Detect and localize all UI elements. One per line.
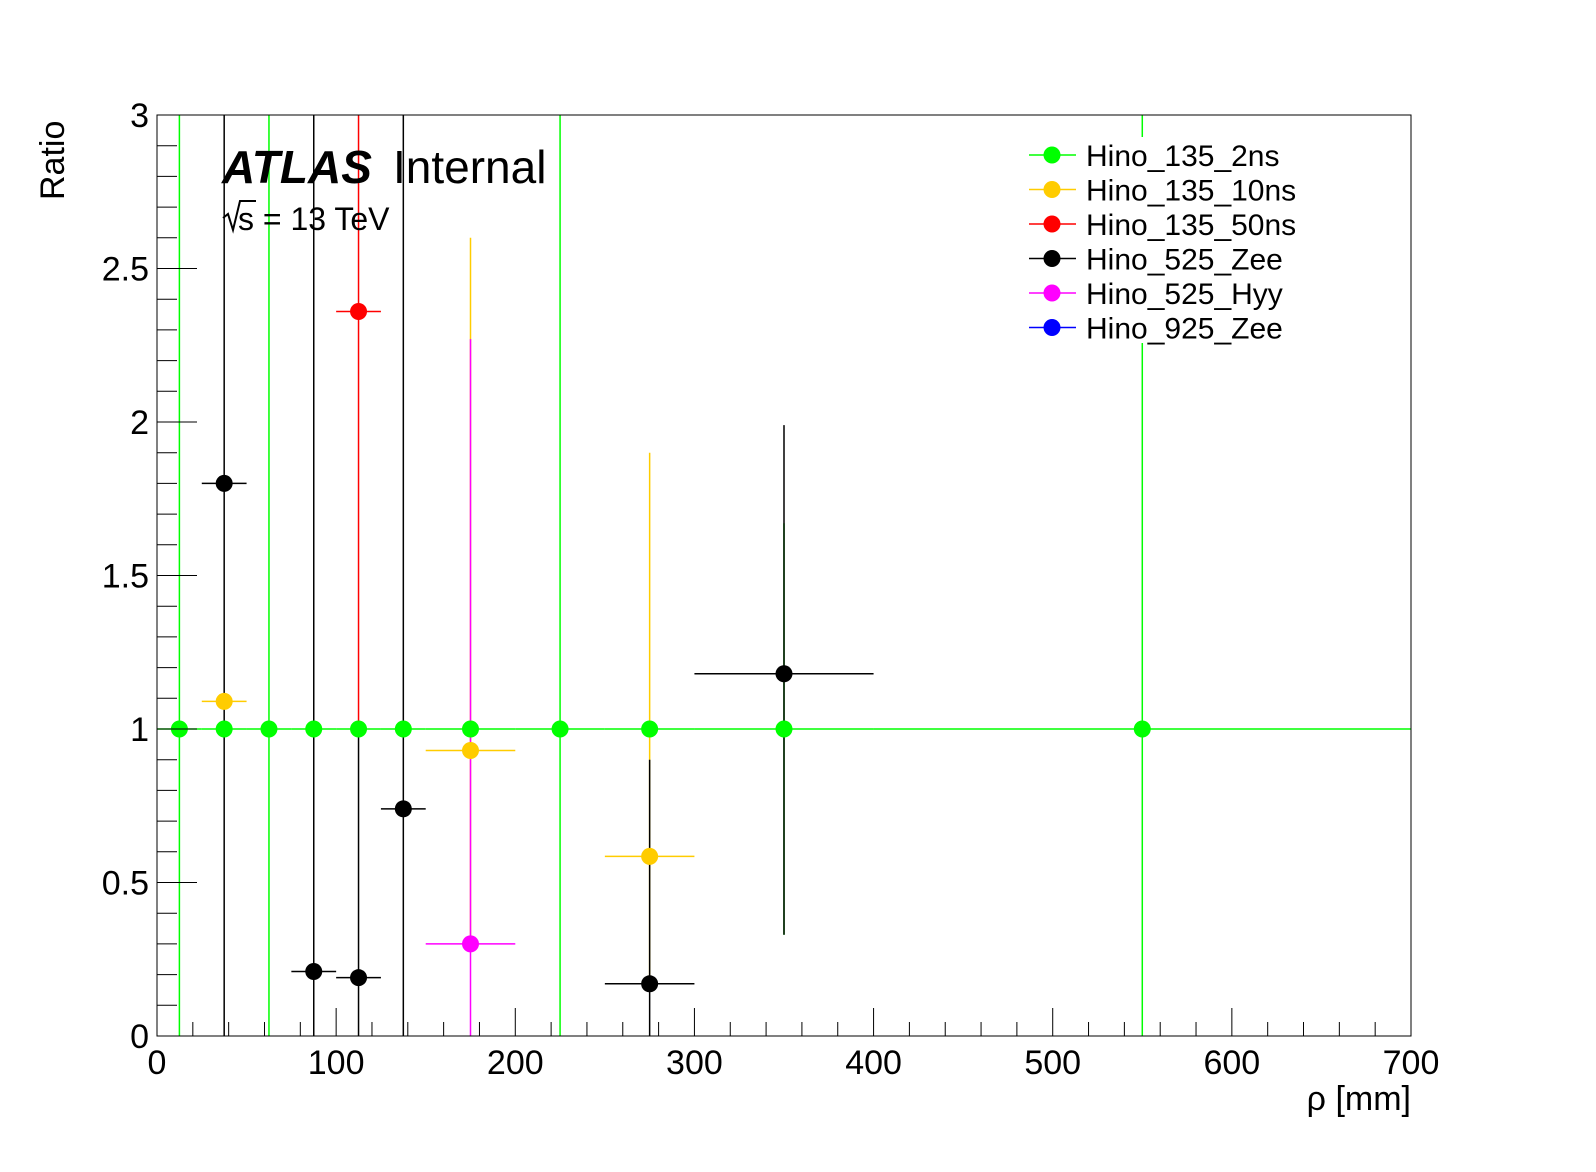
x-tick-label: 500 xyxy=(1024,1044,1081,1082)
legend-marker xyxy=(1043,284,1061,302)
data-point xyxy=(215,474,233,492)
data-point xyxy=(350,720,368,738)
y-tick-label: 1.5 xyxy=(102,558,149,596)
data-point xyxy=(775,720,793,738)
y-tick-label: 2 xyxy=(130,404,149,442)
legend-marker xyxy=(1043,215,1061,233)
legend-entry: Hino_525_Hyy xyxy=(1086,278,1283,311)
data-point xyxy=(215,692,233,710)
data-point xyxy=(350,302,368,320)
axes: 0 100 200 300 400 500 600 700 0 0.5 1 1.5 2 2.5 3 xyxy=(102,97,1440,1082)
data-point xyxy=(350,969,368,987)
internal-label: Internal xyxy=(393,141,546,193)
data-point xyxy=(394,720,412,738)
y-tick-label: 2.5 xyxy=(102,251,149,289)
data-point xyxy=(462,741,479,759)
series-Hino_525_Hyy xyxy=(425,339,516,1036)
atlas-label: ATLAS xyxy=(221,141,372,193)
legend-marker xyxy=(1043,146,1061,164)
data-point xyxy=(1133,720,1151,738)
legend-entry: Hino_135_50ns xyxy=(1086,209,1296,242)
x-tick-label: 600 xyxy=(1203,1044,1260,1082)
y-tick-label: 0.5 xyxy=(102,865,149,903)
x-tick-label: 300 xyxy=(666,1044,723,1082)
series-Hino_135_10ns xyxy=(201,237,695,984)
data-point xyxy=(260,720,278,738)
legend-entry: Hino_135_2ns xyxy=(1086,140,1280,173)
legend: Hino_135_2nsHino_135_10nsHino_135_50nsHi… xyxy=(1029,140,1296,346)
plot-marks xyxy=(157,115,1411,1036)
legend-entry: Hino_525_Zee xyxy=(1086,244,1283,277)
x-tick-label: 700 xyxy=(1383,1044,1440,1082)
data-point xyxy=(305,720,323,738)
legend-entry: Hino_925_Zee xyxy=(1086,313,1283,346)
energy-label: s = 13 TeV xyxy=(238,201,390,237)
y-tick-label: 0 xyxy=(130,1018,149,1056)
legend-entry: Hino_135_10ns xyxy=(1086,175,1296,208)
x-tick-label: 100 xyxy=(308,1044,365,1082)
data-point xyxy=(462,720,479,738)
y-tick-label: 1 xyxy=(130,711,149,749)
legend-marker xyxy=(1043,181,1061,198)
data-point xyxy=(641,720,659,738)
series-Hino_525_Zee xyxy=(201,115,874,1036)
data-point xyxy=(305,963,323,981)
y-axis-label: Ratio xyxy=(34,121,72,200)
data-point xyxy=(641,847,659,865)
x-tick-label: 200 xyxy=(487,1044,544,1082)
data-point xyxy=(775,665,793,683)
data-point xyxy=(215,720,233,738)
sqrt-symbol xyxy=(222,200,256,234)
data-point xyxy=(394,800,412,818)
y-tick-label: 3 xyxy=(130,97,149,135)
data-point xyxy=(641,975,659,993)
x-tick-label: 0 xyxy=(148,1044,167,1082)
legend-box xyxy=(1028,137,1318,343)
data-point xyxy=(462,935,479,953)
data-point xyxy=(551,720,569,738)
legend-marker xyxy=(1043,319,1061,336)
x-tick-label: 400 xyxy=(845,1044,902,1082)
legend-marker xyxy=(1043,250,1061,267)
x-axis-label: ρ [mm] xyxy=(1307,1080,1411,1118)
